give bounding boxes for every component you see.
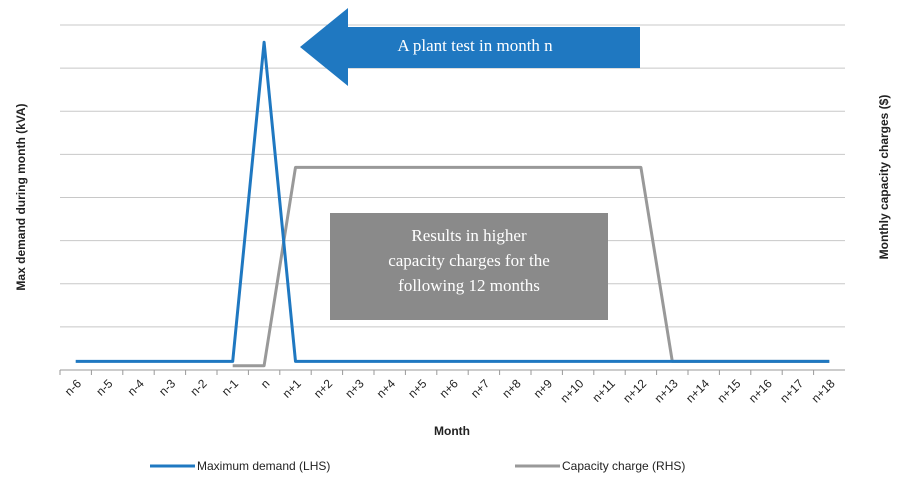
annotation: A plant test in month n — [397, 36, 553, 55]
annotation: capacity charges for the — [388, 251, 550, 270]
legend-label: Capacity charge (RHS) — [562, 459, 685, 473]
y2-axis-label: Monthly capacity charges ($) — [877, 95, 891, 260]
arrow — [300, 8, 640, 86]
annotation-box — [330, 213, 608, 320]
x-axis-label: Month — [434, 424, 470, 438]
series-line — [75, 40, 830, 363]
annotation: following 12 months — [398, 276, 540, 295]
annotation: Results in higher — [411, 226, 527, 245]
y-axis-label: Max demand during month (kVA) — [14, 103, 28, 290]
legend-label: Maximum demand (LHS) — [197, 459, 330, 473]
